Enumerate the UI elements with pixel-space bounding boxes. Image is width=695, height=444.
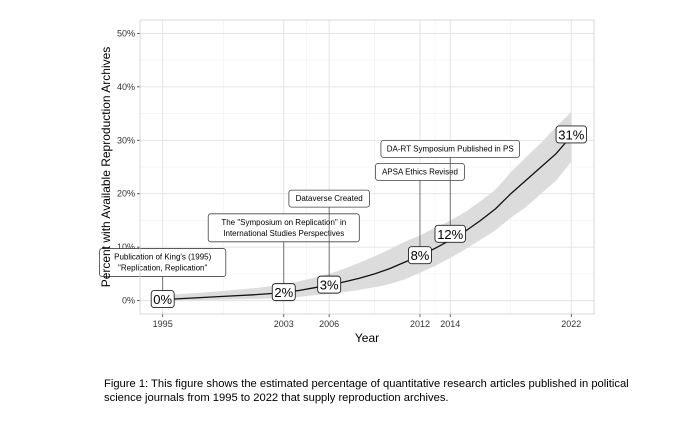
value-label-box — [317, 275, 342, 294]
x-tick-label: 1995 — [153, 319, 173, 329]
annotation-box — [380, 139, 520, 158]
value-label: 2% — [274, 285, 293, 300]
value-label: 3% — [320, 278, 339, 293]
annotation-box — [99, 248, 227, 277]
value-label-box — [408, 246, 432, 265]
annotation-box — [288, 189, 370, 208]
line-chart: 0% 10% 20% 30% 40% 50% 1995 2003 2006 2012 2014 202… — [99, 19, 595, 345]
annotation-box — [375, 162, 465, 181]
x-tick-label: 2003 — [274, 319, 294, 329]
annotation-text: International Studies Perspectives — [223, 229, 344, 238]
x-tick-label: 2022 — [561, 319, 581, 329]
value-label-box — [271, 283, 296, 302]
x-tick-label: 2006 — [319, 319, 339, 329]
figure-caption: Figure 1: This figure shows the estimate… — [104, 378, 629, 404]
value-label-box — [434, 224, 466, 243]
value-label: 8% — [411, 248, 430, 263]
y-tick-label: 40% — [117, 82, 135, 92]
value-label-box — [150, 290, 175, 309]
x-tick-label: 2012 — [410, 319, 430, 329]
y-tick-label: 50% — [117, 28, 135, 38]
annotation-text: DA-RT Symposium Published in PS — [387, 144, 514, 153]
y-tick-label: 20% — [117, 189, 135, 199]
x-tick-label: 2014 — [440, 319, 460, 329]
y-axis-title: Percent with Available Reproduction Arch… — [99, 47, 113, 288]
annotation-text: Dataverse Created — [296, 194, 363, 203]
annotation-text: APSA Ethics Revised — [382, 167, 458, 176]
annotation-text: Publication of King's (1995) — [114, 253, 211, 262]
value-label: 12% — [437, 227, 463, 242]
y-tick-label: 0% — [122, 296, 135, 306]
value-label-box — [555, 125, 587, 144]
x-axis-title: Year — [355, 331, 379, 345]
annotation-text: The "Symposium on Replication" in — [221, 218, 346, 227]
value-label: 0% — [153, 292, 172, 307]
annotation-text: "Replication, Replication" — [118, 264, 207, 273]
annotation-box — [207, 213, 360, 243]
y-tick-label: 10% — [117, 242, 135, 252]
value-label: 31% — [558, 127, 584, 142]
y-tick-label: 30% — [117, 135, 135, 145]
plot-border — [139, 19, 595, 315]
confidence-band — [162, 111, 572, 301]
